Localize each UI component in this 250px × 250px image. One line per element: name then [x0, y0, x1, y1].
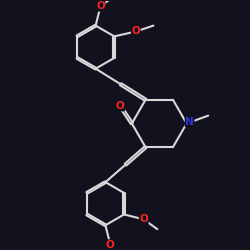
Text: O: O	[106, 240, 115, 250]
Text: O: O	[132, 26, 140, 36]
Text: N: N	[185, 116, 194, 126]
Text: O: O	[116, 101, 124, 111]
Text: O: O	[96, 1, 105, 11]
Text: O: O	[139, 214, 148, 224]
